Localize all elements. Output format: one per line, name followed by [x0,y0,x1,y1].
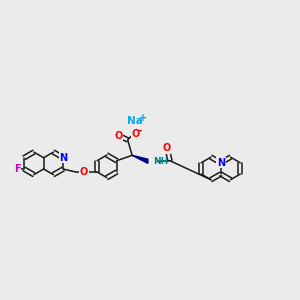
Text: O: O [114,131,122,141]
Text: N: N [217,158,225,168]
Text: O: O [132,129,140,139]
Polygon shape [132,155,148,164]
Text: N: N [59,153,68,163]
Text: O: O [162,143,170,153]
Text: Na: Na [128,116,143,127]
Text: -: - [138,126,142,136]
Text: F: F [14,164,21,174]
Text: O: O [80,167,88,177]
Text: NH: NH [153,157,168,166]
Text: +: + [139,113,147,124]
